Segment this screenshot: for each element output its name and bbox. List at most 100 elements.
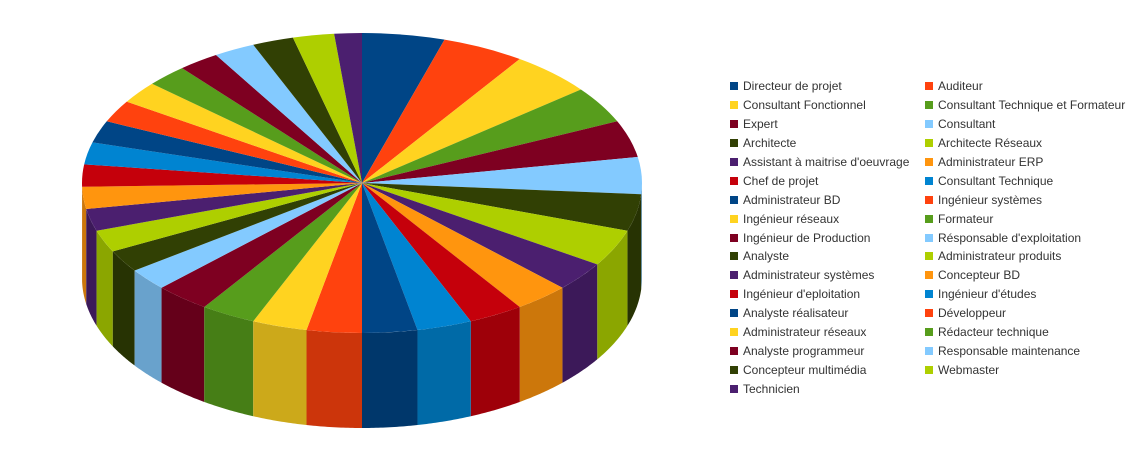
legend-label: Technicien xyxy=(743,382,800,396)
pie-slice-side-17 xyxy=(162,288,205,402)
legend-item: Développeur xyxy=(925,304,1140,323)
legend-swatch xyxy=(925,196,933,204)
legend-swatch xyxy=(730,196,738,204)
legend-label: Résponsable d'exploitation xyxy=(938,231,1081,245)
legend-item: Architecte Réseaux xyxy=(925,134,1140,153)
legend-swatch xyxy=(730,366,738,374)
legend-label: Webmaster xyxy=(938,363,999,377)
legend-item: Administrateur produits xyxy=(925,247,1140,266)
legend-item: Ingénieur systèmes xyxy=(925,190,1140,209)
legend-item: Architecte xyxy=(730,134,925,153)
legend-swatch xyxy=(730,309,738,317)
pie-slice-side-6 xyxy=(641,183,642,289)
legend-swatch xyxy=(925,309,933,317)
pie-slice-side-15 xyxy=(253,321,306,425)
legend-item: Consultant Technique et Formateur xyxy=(925,96,1140,115)
legend-item: Analyste programmeur xyxy=(730,341,925,360)
legend-label: Consultant Technique xyxy=(938,174,1053,188)
legend-item: Expert xyxy=(730,115,925,134)
legend-item: Consultant Fonctionnel xyxy=(730,96,925,115)
legend-label: Architecte Réseaux xyxy=(938,136,1042,150)
legend-label: Auditeur xyxy=(938,79,983,93)
chart-legend: Directeur de projet Auditeur Consultant Fo… xyxy=(730,77,1140,398)
legend-item: Analyste xyxy=(730,247,925,266)
legend-swatch xyxy=(730,385,738,393)
legend-item: Chef de projet xyxy=(730,171,925,190)
legend-label: Administrateur BD xyxy=(743,193,840,207)
legend-swatch xyxy=(730,252,738,260)
legend-swatch xyxy=(730,234,738,242)
legend-label: Analyste xyxy=(743,249,789,263)
legend-item: Administrateur systèmes xyxy=(730,266,925,285)
legend-label: Responsable maintenance xyxy=(938,344,1080,358)
legend-item: Auditeur xyxy=(925,77,1140,96)
legend-item: Consultant Technique xyxy=(925,171,1140,190)
legend-item: Assistant à maitrise d'oeuvrage xyxy=(730,153,925,172)
legend-label: Administrateur produits xyxy=(938,249,1061,263)
legend-swatch xyxy=(730,290,738,298)
legend-label: Ingénieur d'études xyxy=(938,287,1036,301)
legend-swatch xyxy=(925,234,933,242)
pie-slice-side-16 xyxy=(204,307,253,416)
legend-swatch xyxy=(925,290,933,298)
legend-swatch xyxy=(925,82,933,90)
legend-swatch xyxy=(925,271,933,279)
legend-swatch xyxy=(925,120,933,128)
legend-item: Ingénieur d'eploitation xyxy=(730,285,925,304)
legend-swatch xyxy=(925,347,933,355)
legend-swatch xyxy=(925,252,933,260)
legend-swatch xyxy=(730,120,738,128)
legend-label: Architecte xyxy=(743,136,796,150)
pie-slice-side-10 xyxy=(520,288,563,402)
legend-item: Concepteur BD xyxy=(925,266,1140,285)
legend-swatch xyxy=(730,158,738,166)
legend-swatch xyxy=(730,347,738,355)
legend-label: Ingénieur systèmes xyxy=(938,193,1042,207)
legend-item: Administrateur réseaux xyxy=(730,323,925,342)
legend-label: Directeur de projet xyxy=(743,79,842,93)
legend-label: Chef de projet xyxy=(743,174,818,188)
legend-label: Consultant Technique et Formateur xyxy=(938,98,1125,112)
legend-label: Concepteur multimédia xyxy=(743,363,866,377)
legend-label: Administrateur réseaux xyxy=(743,325,866,339)
legend-item: Technicien xyxy=(730,379,925,398)
legend-swatch xyxy=(730,139,738,147)
pie-slice-side-14 xyxy=(307,330,362,428)
legend-item: Responsable maintenance xyxy=(925,341,1140,360)
legend-item: Formateur xyxy=(925,209,1140,228)
pie-slice-side-13 xyxy=(362,330,417,428)
legend-swatch xyxy=(730,101,738,109)
legend-swatch xyxy=(925,215,933,223)
legend-item: Concepteur multimédia xyxy=(730,360,925,379)
legend-label: Administrateur ERP xyxy=(938,155,1043,169)
legend-swatch xyxy=(925,366,933,374)
legend-item: Webmaster xyxy=(925,360,1140,379)
legend-label: Analyste réalisateur xyxy=(743,306,848,320)
legend-label: Formateur xyxy=(938,212,993,226)
legend-swatch xyxy=(925,328,933,336)
legend-label: Concepteur BD xyxy=(938,268,1020,282)
pie-slice-side-12 xyxy=(417,321,470,425)
legend-swatch xyxy=(730,328,738,336)
legend-item: Ingénieur de Production xyxy=(730,228,925,247)
legend-item: Consultant xyxy=(925,115,1140,134)
legend-item: Rédacteur technique xyxy=(925,323,1140,342)
pie-slice-side-19 xyxy=(113,251,135,365)
legend-item: Ingénieur d'études xyxy=(925,285,1140,304)
legend-label: Assistant à maitrise d'oeuvrage xyxy=(743,155,909,169)
pie-slice-side-18 xyxy=(135,271,162,383)
legend-item: Administrateur ERP xyxy=(925,153,1140,172)
legend-swatch xyxy=(730,271,738,279)
legend-item: Analyste réalisateur xyxy=(730,304,925,323)
legend-swatch xyxy=(925,177,933,185)
legend-swatch xyxy=(730,215,738,223)
legend-label: Expert xyxy=(743,117,778,131)
legend-label: Rédacteur technique xyxy=(938,325,1049,339)
legend-label: Consultant xyxy=(938,117,995,131)
legend-swatch xyxy=(925,139,933,147)
legend-item: Ingénieur réseaux xyxy=(730,209,925,228)
legend-label: Ingénieur d'eploitation xyxy=(743,287,860,301)
legend-swatch xyxy=(730,177,738,185)
